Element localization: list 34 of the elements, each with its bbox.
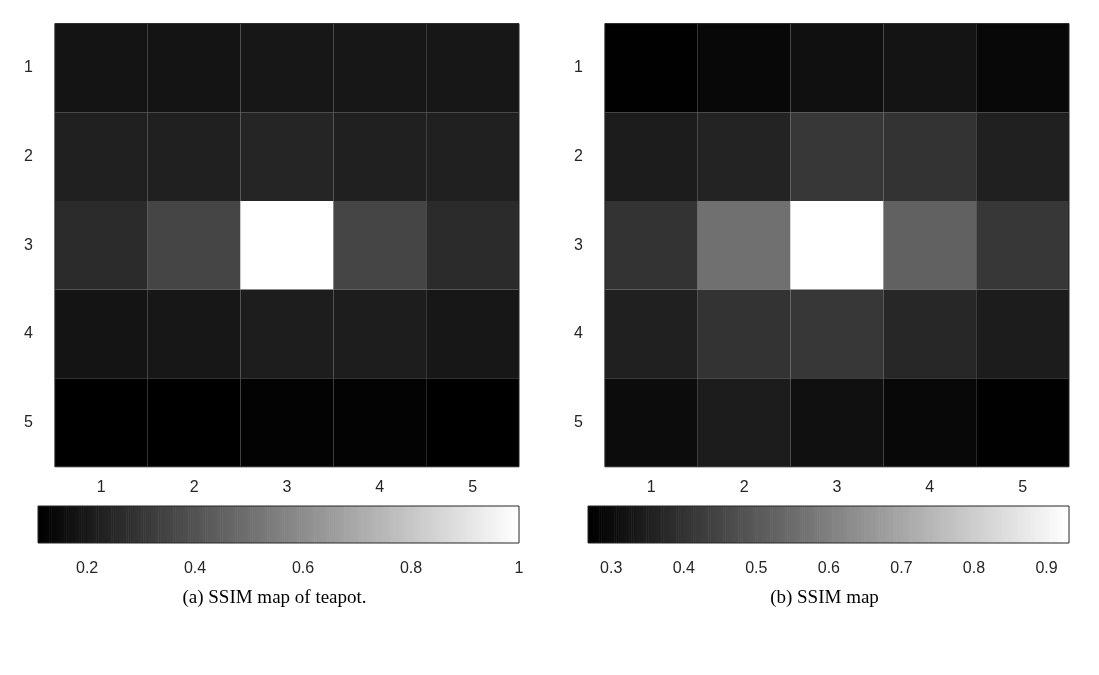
y-tick-label: 4 — [573, 324, 583, 342]
x-tick-label: 1 — [96, 477, 106, 495]
color-bar-label: 0.6 — [817, 559, 841, 577]
x-tick-label: 2 — [189, 477, 199, 495]
text: (b) SSIM map — [769, 586, 880, 608]
y-tick-label: 2 — [573, 146, 583, 164]
color-bar-label: 1 — [514, 559, 524, 577]
x-tick-label: 2 — [739, 477, 749, 495]
x-tick-label: 5 — [468, 477, 478, 495]
text: (a) SSIM map of teapot. — [181, 586, 368, 608]
color-bar-label: 0.7 — [890, 559, 913, 577]
y-tick-label: 5 — [23, 412, 33, 430]
x-tick-label: 1 — [646, 477, 656, 495]
color-bar-label: 0.8 — [399, 559, 423, 577]
color-bar-label: 0.4 — [672, 559, 695, 577]
color-bar-label: 0.2 — [76, 559, 99, 577]
y-tick-label: 5 — [573, 412, 583, 430]
color-bar-label: 0.9 — [1035, 559, 1058, 577]
y-tick-label: 3 — [23, 235, 33, 253]
color-bar-label: 0.3 — [600, 559, 623, 577]
y-tick-label: 1 — [23, 58, 33, 76]
x-tick-label: 3 — [832, 477, 842, 495]
color-bar-label: 0.8 — [962, 559, 986, 577]
color-bar-label: 0.4 — [183, 559, 207, 577]
y-tick-label: 3 — [573, 235, 583, 253]
color-bar-label: 0.6 — [291, 559, 315, 577]
y-tick-label: 1 — [573, 58, 583, 76]
x-tick-label: 5 — [1018, 477, 1028, 495]
color-bar-label: 0.5 — [745, 559, 768, 577]
x-tick-label: 4 — [925, 477, 935, 495]
x-tick-label: 4 — [375, 477, 385, 495]
y-tick-label: 4 — [23, 324, 33, 342]
y-tick-label: 2 — [23, 146, 33, 164]
x-tick-label: 3 — [282, 477, 292, 495]
